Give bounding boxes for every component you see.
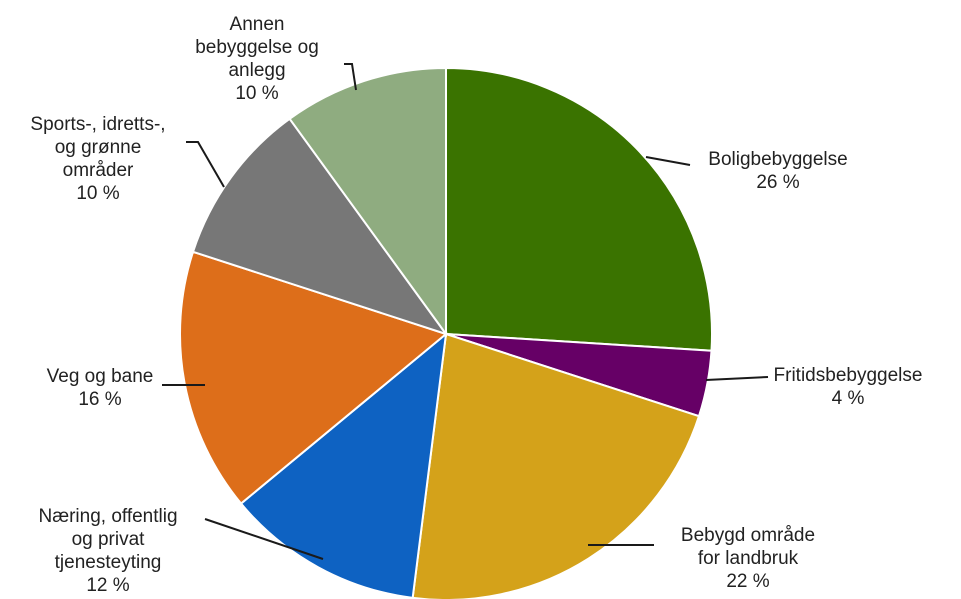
slice-name-label-4: tjenesteyting xyxy=(55,552,162,573)
slice-name-label-3: for landbruk xyxy=(698,548,799,569)
slice-name-label-7: bebyggelse og xyxy=(195,37,319,58)
leader-line-2 xyxy=(705,376,769,381)
pie-slices xyxy=(179,66,713,599)
slice-name-label-6: områder xyxy=(63,160,134,181)
slice-name-label-3: Bebygd område xyxy=(681,525,815,546)
slice-name-label-6: Sports-, idretts-, xyxy=(30,114,165,135)
leader-line-6 xyxy=(186,141,225,188)
slice-value-label-7: 10 % xyxy=(235,83,278,104)
leader-line-7 xyxy=(344,63,357,91)
slice-name-label-1: Boligbebyggelse xyxy=(708,149,847,170)
pie-slice-3 xyxy=(411,332,701,599)
slice-value-label-4: 12 % xyxy=(86,575,129,596)
slice-name-label-5: Veg og bane xyxy=(47,366,154,387)
pie-slice-1 xyxy=(445,66,713,352)
slice-value-label-5: 16 % xyxy=(78,389,121,410)
pie-slice-4 xyxy=(239,331,448,599)
slice-value-label-1: 26 % xyxy=(756,172,799,193)
slice-value-label-3: 22 % xyxy=(726,571,769,592)
pie-slice-6 xyxy=(191,117,449,336)
pie-slice-7 xyxy=(288,66,447,338)
slice-name-label-4: og privat xyxy=(72,529,146,550)
slice-name-label-6: og grønne xyxy=(55,137,142,158)
leader-line-4 xyxy=(204,518,324,560)
pie-slice-5 xyxy=(179,250,449,505)
slice-name-label-7: anlegg xyxy=(228,60,285,81)
slice-name-label-4: Næring, offentlig xyxy=(38,506,177,527)
slice-value-label-2: 4 % xyxy=(832,388,865,409)
slice-name-label-7: Annen xyxy=(230,14,285,35)
leader-line-1 xyxy=(645,156,691,166)
slice-value-label-6: 10 % xyxy=(76,183,119,204)
leader-lines xyxy=(162,63,769,560)
slice-name-label-2: Fritidsbebyggelse xyxy=(774,365,923,386)
